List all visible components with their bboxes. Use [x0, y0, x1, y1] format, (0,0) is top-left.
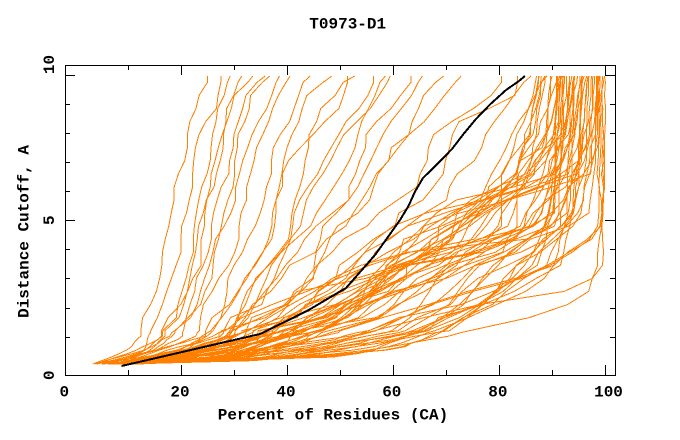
svg-text:5: 5	[41, 215, 59, 225]
svg-text:0: 0	[59, 383, 69, 401]
svg-text:0: 0	[41, 370, 59, 380]
svg-text:10: 10	[41, 55, 59, 74]
svg-text:40: 40	[276, 383, 295, 401]
svg-text:60: 60	[382, 383, 401, 401]
svg-text:20: 20	[170, 383, 189, 401]
svg-text:Distance Cutoff, A: Distance Cutoff, A	[16, 145, 34, 318]
svg-text:T0973-D1: T0973-D1	[309, 16, 386, 34]
svg-text:80: 80	[488, 383, 507, 401]
svg-text:100: 100	[594, 383, 623, 401]
svg-text:Percent of Residues (CA): Percent of Residues (CA)	[218, 407, 448, 425]
